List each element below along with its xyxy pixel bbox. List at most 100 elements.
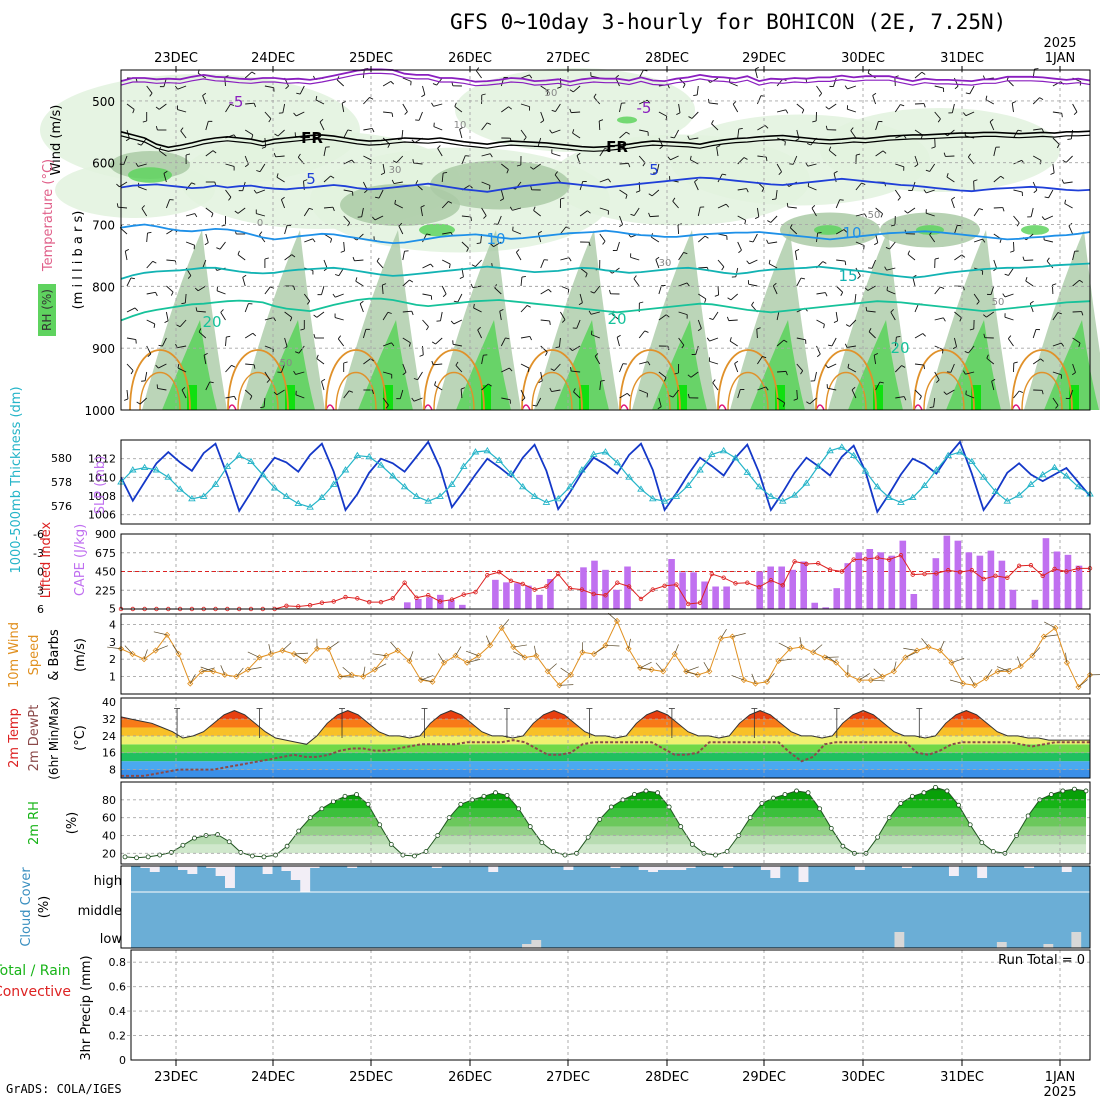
wind-barb	[280, 199, 286, 209]
wind10-marker	[613, 617, 621, 625]
wind10-barb	[200, 666, 214, 672]
thickness-marker	[247, 457, 255, 465]
wind-barb	[571, 370, 581, 373]
wind-barb-flag	[1033, 189, 1038, 194]
wind10-marker	[267, 650, 275, 658]
wind10-marker	[775, 657, 782, 665]
wind-barb-flag	[195, 307, 198, 312]
cape-bar	[602, 569, 609, 609]
wind-barb-flag	[256, 170, 261, 173]
lifted-index-marker	[556, 571, 561, 577]
lifted-index-marker	[461, 592, 466, 597]
bottom-date-label: 31DEC	[940, 1070, 984, 1085]
wind-barb-flag	[900, 104, 905, 107]
wind-barb-flag	[174, 85, 179, 90]
wind-barb-flag	[687, 393, 690, 398]
wind-barb	[256, 189, 266, 194]
cloud-high-gap	[431, 866, 442, 868]
wind-barb	[717, 173, 723, 183]
wind-barb-flag	[884, 266, 887, 271]
cloud-high-gap	[309, 866, 320, 868]
lifted-index-marker	[875, 555, 880, 560]
wind-barb	[776, 109, 786, 113]
wind-barb-flag	[294, 351, 300, 354]
upper-ytick: 600	[92, 157, 115, 171]
thickness-marker	[778, 497, 787, 504]
wind-barb	[477, 329, 483, 339]
wind-barb-flag	[560, 197, 565, 200]
thickness-marker	[885, 493, 893, 501]
wind-barb	[146, 261, 154, 269]
lifted-index-marker	[863, 556, 868, 562]
wind10-barb	[438, 653, 445, 663]
wind-barb-flag	[554, 171, 558, 175]
wind-barb-flag	[590, 291, 595, 294]
contour-label-8: 15	[838, 267, 857, 285]
wind10-barb	[513, 644, 527, 648]
wind-barb	[814, 371, 817, 381]
wind-barb-flag	[851, 386, 856, 391]
wind-barb	[969, 85, 975, 95]
wind-barb	[359, 303, 364, 313]
wind-barb	[126, 277, 132, 287]
wind-barb-flag	[801, 109, 805, 114]
lifted-index-marker	[532, 587, 537, 592]
wind-barb	[672, 389, 679, 398]
wind-barb-flag	[825, 125, 828, 130]
wind-barb	[382, 371, 392, 375]
wind-barb-flag	[136, 401, 141, 405]
wind10-marker	[602, 642, 609, 649]
precip-tick: 0.2	[109, 1030, 127, 1043]
temp-arch-1	[227, 349, 289, 411]
wind-barb-flag	[526, 305, 531, 308]
wind-barb-flag	[665, 116, 668, 121]
thickness-marker	[625, 473, 633, 480]
wind-barb	[991, 381, 995, 391]
wind-barb-flag	[676, 112, 681, 115]
wind-barb	[828, 103, 837, 110]
wind-barb	[796, 103, 805, 111]
wind-barb-flag	[448, 201, 453, 204]
wind-barb	[709, 337, 719, 342]
wind-barb-flag	[921, 71, 926, 75]
wind-barb	[673, 129, 679, 139]
wind-barb	[599, 233, 606, 242]
wind-barb	[757, 356, 763, 365]
temp-arch-hot-4	[619, 404, 629, 411]
rh2m-marker	[122, 854, 128, 860]
wind-barb	[735, 267, 739, 277]
lifted-index-marker	[945, 568, 951, 573]
wind-barb	[872, 95, 877, 105]
thickness-marker	[861, 467, 870, 474]
wind10-marker	[164, 631, 171, 638]
rh2m-marker	[504, 792, 510, 798]
wind-barb	[376, 261, 384, 269]
rh2m-marker	[678, 824, 684, 829]
wind-barb	[437, 148, 443, 157]
wind-barb	[363, 127, 373, 131]
wind-barb	[198, 331, 207, 339]
wind10-marker	[752, 680, 759, 687]
wind-barb-flag	[204, 242, 209, 246]
wind10-marker	[498, 624, 505, 631]
wind-barb	[244, 303, 249, 313]
rh-plume-peak-6	[775, 385, 785, 410]
wind-barb-flag	[833, 170, 838, 174]
wind-barb-flag	[1022, 256, 1025, 261]
wind-barb	[612, 314, 620, 321]
lifted-index-marker	[402, 580, 407, 585]
wind10-marker	[141, 656, 148, 663]
wind-barb	[973, 238, 983, 243]
wind-barb-flag	[181, 302, 186, 305]
wind-barb	[417, 371, 423, 380]
wind-barb-flag	[644, 330, 649, 333]
chart-title: GFS 0~10day 3-hourly for BOHICON (2E, 7.…	[450, 10, 1007, 34]
wind-barb-flag	[359, 300, 364, 304]
wind-barb-flag	[762, 356, 767, 359]
cape-bar	[536, 594, 543, 609]
wind-barb-flag	[432, 83, 437, 86]
wind-axis-title: Wind (m/s)	[49, 105, 64, 176]
cape-bar	[789, 569, 796, 609]
wind10-marker	[983, 675, 990, 682]
wind-barb	[177, 345, 187, 349]
